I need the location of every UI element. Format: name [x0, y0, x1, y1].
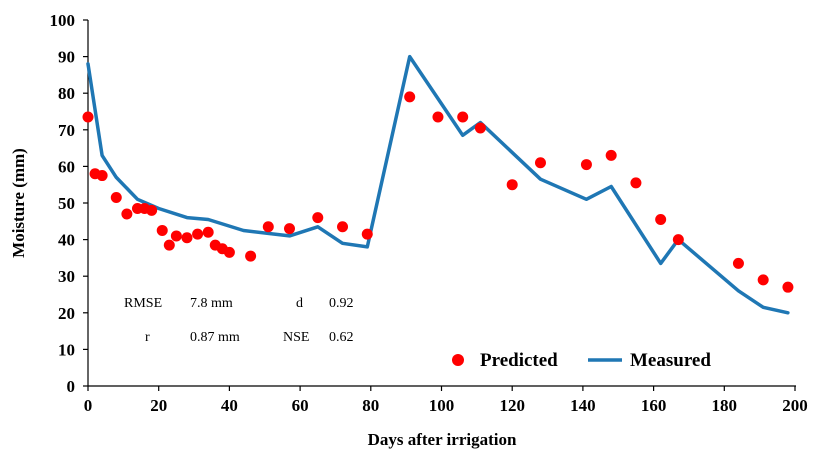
predicted-point — [262, 221, 274, 233]
predicted-point — [782, 281, 794, 293]
y-ticks: 0 10 20 30 40 50 60 70 80 90 100 — [50, 11, 88, 396]
x-tick-label: 80 — [362, 396, 379, 415]
measured-series-line — [86, 54, 790, 315]
x-tick-label: 200 — [782, 396, 808, 415]
predicted-point — [312, 212, 324, 224]
stat-rmse-label: RMSE — [124, 296, 162, 311]
predicted-point — [110, 192, 122, 204]
legend-measured-label: Measured — [630, 350, 711, 371]
predicted-point — [655, 213, 667, 225]
predicted-point — [223, 246, 235, 258]
y-tick-label: 10 — [58, 340, 75, 359]
y-tick-label: 40 — [58, 231, 75, 250]
x-axis-title: Days after irrigation — [368, 430, 517, 449]
predicted-point — [181, 232, 193, 244]
x-tick-label: 20 — [150, 396, 167, 415]
predicted-point — [506, 179, 518, 191]
predicted-point — [192, 228, 204, 240]
x-tick-label: 40 — [221, 396, 238, 415]
x-tick-label: 60 — [292, 396, 309, 415]
predicted-point — [170, 230, 182, 242]
y-axis-title: Moisture (mm) — [9, 148, 28, 258]
predicted-point — [534, 157, 546, 169]
predicted-point — [82, 111, 94, 123]
y-tick-label: 60 — [58, 157, 75, 176]
predicted-point — [732, 257, 744, 269]
y-tick-label: 20 — [58, 304, 75, 323]
stat-r-label: r — [145, 330, 150, 345]
x-tick-label: 120 — [499, 396, 525, 415]
predicted-point — [156, 224, 168, 236]
y-tick-label: 0 — [67, 377, 76, 396]
y-tick-label: 70 — [58, 121, 75, 140]
predicted-point — [283, 223, 295, 235]
x-tick-label: 160 — [641, 396, 667, 415]
x-ticks: 0 20 40 60 80 100 120 140 160 180 200 — [84, 386, 808, 415]
predicted-point — [146, 204, 158, 216]
predicted-point — [580, 159, 592, 171]
legend-predicted-marker — [452, 354, 464, 366]
y-tick-label: 90 — [58, 48, 75, 67]
predicted-point — [337, 221, 349, 233]
stat-nse-label: NSE — [283, 330, 309, 345]
series-layer — [82, 54, 794, 315]
y-tick-label: 100 — [50, 11, 76, 30]
legend: Predicted Measured — [452, 350, 711, 371]
predicted-point — [605, 149, 617, 161]
predicted-point — [202, 226, 214, 238]
stat-d-label: d — [296, 296, 303, 311]
x-tick-label: 0 — [84, 396, 93, 415]
predicted-point — [457, 111, 469, 123]
x-tick-label: 100 — [429, 396, 455, 415]
stat-rmse-value: 7.8 mm — [190, 296, 233, 311]
predicted-point — [672, 234, 684, 246]
legend-predicted-label: Predicted — [480, 350, 558, 371]
predicted-point — [245, 250, 257, 262]
x-tick-label: 140 — [570, 396, 596, 415]
predicted-point — [474, 122, 486, 134]
predicted-point — [163, 239, 175, 251]
y-tick-label: 30 — [58, 267, 75, 286]
predicted-point — [432, 111, 444, 123]
y-tick-label: 50 — [58, 194, 75, 213]
predicted-point — [96, 170, 108, 182]
predicted-point — [630, 177, 642, 189]
y-tick-label: 80 — [58, 84, 75, 103]
stat-d-value: 0.92 — [329, 296, 354, 311]
stat-nse-value: 0.62 — [329, 330, 354, 345]
predicted-point — [404, 91, 416, 103]
stat-r-value: 0.87 mm — [190, 330, 240, 345]
predicted-point — [361, 228, 373, 240]
predicted-point — [757, 274, 769, 286]
stats-box: RMSE 7.8 mm d 0.92 r 0.87 mm NSE 0.62 — [124, 296, 354, 345]
x-tick-label: 180 — [712, 396, 738, 415]
predicted-point — [121, 208, 133, 220]
